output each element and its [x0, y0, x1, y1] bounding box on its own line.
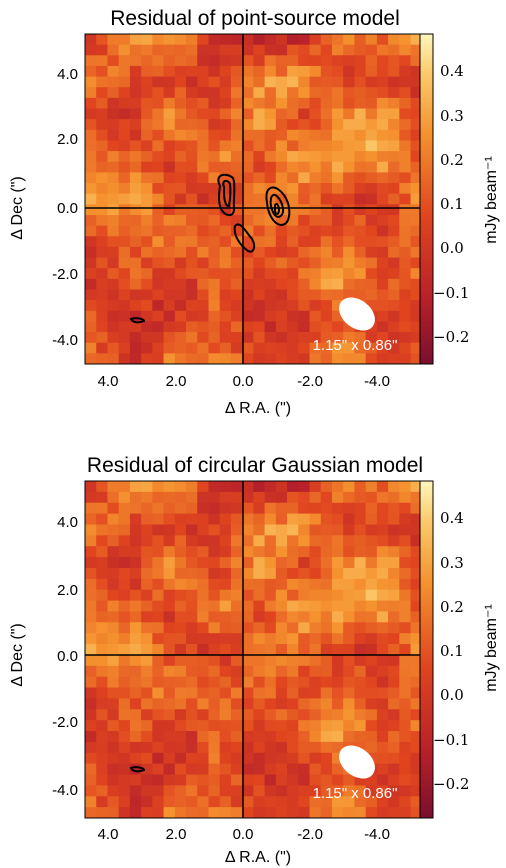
heatmap-image [85, 481, 433, 818]
colorbar-tick-label: 0.2 [440, 151, 464, 169]
colorbar-tick-label: 0.2 [440, 598, 464, 616]
x-axis-label: Δ R.A. (") [225, 400, 291, 417]
colorbar-tick-label: 0.4 [440, 62, 464, 80]
beam-ellipse [339, 297, 375, 331]
colorbar-tick-label: 0.0 [440, 686, 464, 704]
colorbar: 0.4 0.3 0.2 0.1 0.0 −0.1 −0.2 mJy beam⁻¹ [419, 33, 500, 365]
y-tick-label: -4.0 [52, 332, 78, 349]
contour-group [129, 766, 146, 773]
colorbar-tick-label: 0.3 [440, 554, 464, 572]
colorbar-tick-label: −0.2 [433, 775, 469, 793]
x-axis-label: Δ R.A. (") [225, 849, 291, 866]
colorbar-tick-label: 0.1 [440, 195, 464, 213]
y-tick-label: 4.0 [57, 514, 78, 531]
beam-label: 1.15" x 0.86" [313, 337, 398, 354]
x-axis: 4.0 2.0 0.0 -2.0 -4.0 Δ R.A. (") [98, 826, 390, 866]
colorbar-tick-label: 0.0 [440, 239, 464, 257]
colorbar-tick-label: −0.2 [433, 328, 469, 346]
colorbar-tick-label: 0.4 [440, 509, 464, 527]
y-tick-label: -4.0 [52, 782, 78, 799]
panel-point-source: Residual of point-source model 1.15" x 0… [9, 7, 500, 417]
y-tick-label: 2.0 [57, 131, 78, 148]
y-tick-label: -2.0 [52, 266, 78, 283]
x-tick-label: 2.0 [166, 826, 187, 843]
y-tick-label: 0.0 [57, 200, 78, 217]
colorbar-label: mJy beam⁻¹ [483, 604, 500, 692]
y-axis: 4.0 2.0 0.0 -2.0 -4.0 Δ Dec (") [9, 66, 78, 349]
y-axis: 4.0 2.0 0.0 -2.0 -4.0 Δ Dec (") [9, 514, 78, 799]
panel-circular-gaussian: Residual of circular Gaussian model 1.15… [9, 454, 500, 866]
x-tick-label: -4.0 [364, 826, 390, 843]
contour-line [222, 179, 232, 208]
x-axis: 4.0 2.0 0.0 -2.0 -4.0 Δ R.A. (") [98, 373, 390, 417]
x-tick-label: 4.0 [98, 373, 119, 390]
beam-label: 1.15" x 0.86" [313, 785, 398, 802]
contour-line [269, 193, 285, 218]
colorbar-gradient [419, 33, 434, 365]
colorbar: 0.4 0.3 0.2 0.1 0.0 −0.1 −0.2 mJy beam⁻¹ [419, 480, 500, 819]
colorbar-tick-label: 0.1 [440, 642, 464, 660]
x-tick-label: -2.0 [297, 826, 323, 843]
chart-title: Residual of circular Gaussian model [87, 454, 423, 477]
heatmap-image [85, 34, 433, 364]
contour-line [274, 202, 281, 215]
y-axis-label: Δ Dec (") [9, 623, 26, 686]
colorbar-label: mJy beam⁻¹ [483, 156, 500, 244]
y-axis-label: Δ Dec (") [9, 176, 26, 239]
x-tick-label: 0.0 [233, 826, 254, 843]
y-tick-label: 2.0 [57, 582, 78, 599]
chart-title: Residual of point-source model [110, 7, 400, 30]
y-tick-label: 0.0 [57, 648, 78, 665]
x-tick-label: 0.0 [233, 373, 254, 390]
y-tick-label: 4.0 [57, 66, 78, 83]
contour-line [129, 766, 146, 773]
contour-line [217, 173, 236, 217]
x-tick-label: -4.0 [364, 373, 390, 390]
colorbar-tick-label: −0.1 [433, 284, 469, 302]
x-tick-label: 2.0 [166, 373, 187, 390]
x-tick-label: 4.0 [98, 826, 119, 843]
contour-line [265, 186, 291, 227]
y-tick-label: -2.0 [52, 714, 78, 731]
colorbar-gradient [419, 480, 434, 819]
colorbar-tick-label: −0.1 [433, 731, 469, 749]
x-tick-label: -2.0 [297, 373, 323, 390]
contour-line [129, 317, 146, 324]
colorbar-tick-label: 0.3 [440, 107, 464, 125]
beam-ellipse [339, 745, 375, 779]
